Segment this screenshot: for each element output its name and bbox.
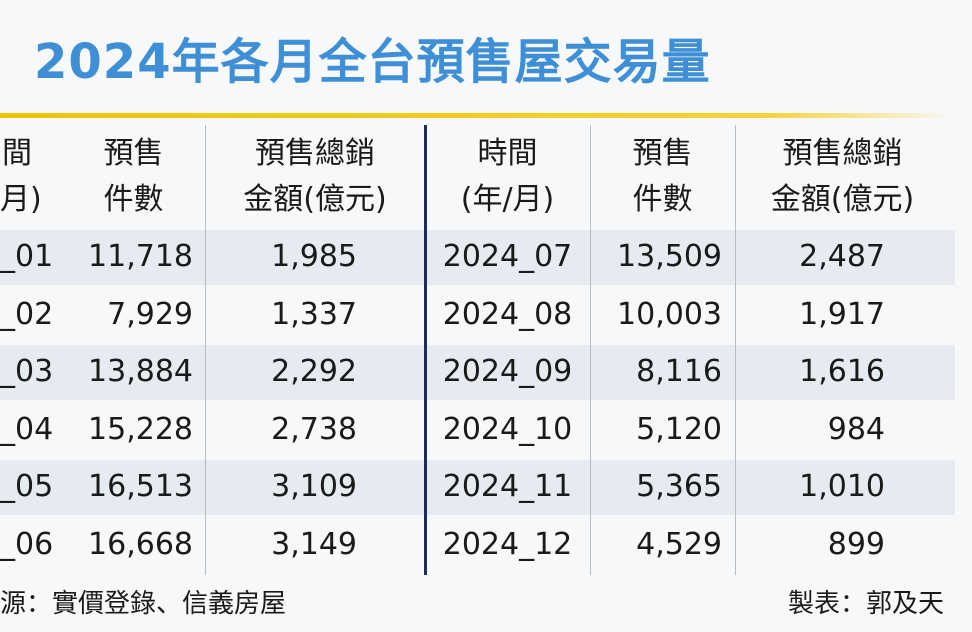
table-cell: 1,917	[799, 296, 885, 332]
table-cell: 2,292	[271, 354, 357, 389]
header-cell: 預售總銷	[255, 136, 375, 171]
table-cell: 2024_08	[442, 296, 573, 332]
row-stripe	[0, 230, 955, 285]
credit: 製表：郭及天	[787, 589, 944, 619]
table-cell: 2024_07	[442, 239, 573, 274]
table-cell: 11,718	[88, 239, 193, 274]
column-divider	[590, 125, 591, 575]
table-cell: 1,337	[271, 296, 357, 332]
header-cell: 金額(億元)	[770, 182, 915, 217]
header-cell: 月)	[0, 182, 42, 217]
table-cell: 10,003	[617, 296, 722, 332]
table-cell: 16,668	[88, 526, 193, 562]
table-cell: _05	[0, 469, 54, 504]
table-cell: _01	[0, 239, 54, 274]
header-cell: (年/月)	[460, 182, 555, 217]
header-cell: 預售	[103, 136, 164, 171]
column-divider	[735, 125, 736, 575]
table-cell: 1,616	[799, 354, 885, 389]
table-cell: 2,487	[799, 239, 885, 274]
table-cell: 1,010	[799, 469, 885, 504]
table-cell: 5,365	[636, 469, 722, 504]
header-cell: 金額(億元)	[243, 182, 387, 217]
table-cell: 2024_11	[442, 469, 573, 504]
table-cell: _04	[0, 411, 54, 447]
table-cell: _06	[0, 526, 54, 562]
table-cell: _02	[0, 296, 54, 332]
table-cell: 8,116	[636, 354, 722, 389]
table-cell: 3,149	[271, 526, 357, 562]
table-cell: 5,120	[636, 411, 722, 447]
source: 源：實價登錄、信義房屋	[0, 589, 287, 619]
header-cell: 間	[2, 136, 32, 171]
header-cell: 件數	[632, 182, 693, 217]
column-divider	[205, 125, 206, 575]
header-cell: 時間	[477, 136, 538, 171]
title: 2024年各月全台預售屋交易量	[34, 34, 711, 90]
table-cell: 2024_10	[442, 411, 573, 447]
header-cell: 預售	[632, 136, 693, 171]
table-cell: 13,509	[617, 239, 722, 274]
header-cell: 預售總銷	[782, 136, 903, 171]
title-rule	[0, 113, 955, 118]
table-cell: 16,513	[88, 469, 193, 504]
column-divider	[424, 125, 427, 575]
table-cell: 899	[827, 526, 885, 562]
row-stripe	[0, 460, 955, 515]
table-cell: 2,738	[271, 411, 357, 447]
table-cell: 7,929	[107, 296, 193, 332]
header-cell: 件數	[103, 182, 164, 217]
row-stripe	[0, 345, 955, 400]
table-cell: 2024_12	[442, 526, 573, 562]
table-cell: 13,884	[88, 354, 193, 389]
table-cell: 3,109	[271, 469, 357, 504]
table-cell: 15,228	[88, 411, 193, 447]
table-cell: 1,985	[271, 239, 357, 274]
table-cell: 984	[827, 411, 885, 447]
table-cell: _03	[0, 354, 54, 389]
table-cell: 4,529	[636, 526, 722, 562]
table-cell: 2024_09	[442, 354, 573, 389]
